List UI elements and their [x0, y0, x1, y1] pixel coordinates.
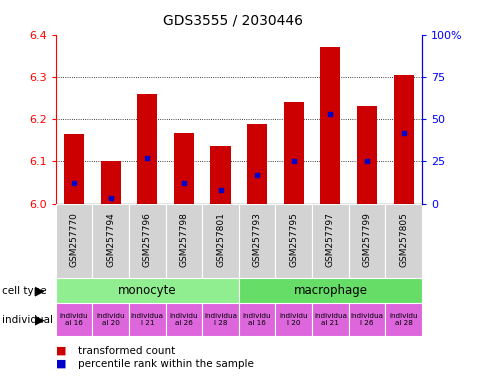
Bar: [100, 161, 121, 204]
Bar: [356, 106, 377, 204]
Bar: [275, 204, 312, 278]
Bar: [275, 303, 312, 336]
Bar: [166, 303, 202, 336]
Text: transformed count: transformed count: [77, 346, 175, 356]
Text: GSM257801: GSM257801: [215, 212, 225, 267]
Bar: [210, 147, 230, 204]
Bar: [64, 134, 84, 204]
Text: individu
al 16: individu al 16: [60, 313, 88, 326]
Text: GSM257796: GSM257796: [142, 212, 151, 267]
Text: individua
al 21: individua al 21: [313, 313, 346, 326]
Text: individu
al 28: individu al 28: [389, 313, 417, 326]
Bar: [246, 124, 267, 204]
Text: individual: individual: [2, 314, 53, 325]
Text: individu
al 26: individu al 26: [169, 313, 198, 326]
Text: GSM257795: GSM257795: [288, 212, 298, 267]
Bar: [319, 47, 340, 204]
Bar: [56, 303, 92, 336]
Bar: [348, 204, 385, 278]
Text: individu
l 20: individu l 20: [279, 313, 307, 326]
Bar: [92, 204, 129, 278]
Bar: [312, 204, 348, 278]
Bar: [166, 204, 202, 278]
Bar: [283, 102, 303, 204]
Bar: [56, 204, 92, 278]
Text: GSM257798: GSM257798: [179, 212, 188, 267]
Text: cell type: cell type: [2, 286, 47, 296]
Text: ■: ■: [56, 359, 66, 369]
Text: individua
l 26: individua l 26: [350, 313, 383, 326]
Text: GSM257805: GSM257805: [398, 212, 408, 267]
Bar: [239, 204, 275, 278]
Bar: [56, 278, 239, 303]
Bar: [173, 132, 194, 204]
Text: macrophage: macrophage: [293, 285, 367, 297]
Bar: [239, 303, 275, 336]
Text: GSM257797: GSM257797: [325, 212, 334, 267]
Text: GSM257793: GSM257793: [252, 212, 261, 267]
Bar: [202, 204, 239, 278]
Text: individua
l 28: individua l 28: [204, 313, 237, 326]
Bar: [312, 303, 348, 336]
Bar: [239, 278, 421, 303]
Bar: [92, 303, 129, 336]
Text: GSM257794: GSM257794: [106, 212, 115, 267]
Bar: [202, 303, 239, 336]
Text: ▶: ▶: [35, 285, 45, 297]
Bar: [137, 94, 157, 204]
Bar: [129, 303, 166, 336]
Text: GSM257799: GSM257799: [362, 212, 371, 267]
Bar: [348, 303, 385, 336]
Text: ■: ■: [56, 346, 66, 356]
Text: ▶: ▶: [35, 313, 45, 326]
Bar: [384, 204, 421, 278]
Text: monocyte: monocyte: [118, 285, 176, 297]
Text: individu
al 16: individu al 16: [242, 313, 271, 326]
Text: individu
al 20: individu al 20: [96, 313, 125, 326]
Text: percentile rank within the sample: percentile rank within the sample: [77, 359, 253, 369]
Bar: [129, 204, 166, 278]
Bar: [384, 303, 421, 336]
Text: individua
l 21: individua l 21: [131, 313, 164, 326]
Text: GDS3555 / 2030446: GDS3555 / 2030446: [163, 13, 302, 27]
Bar: [393, 75, 413, 204]
Text: GSM257770: GSM257770: [69, 212, 78, 267]
